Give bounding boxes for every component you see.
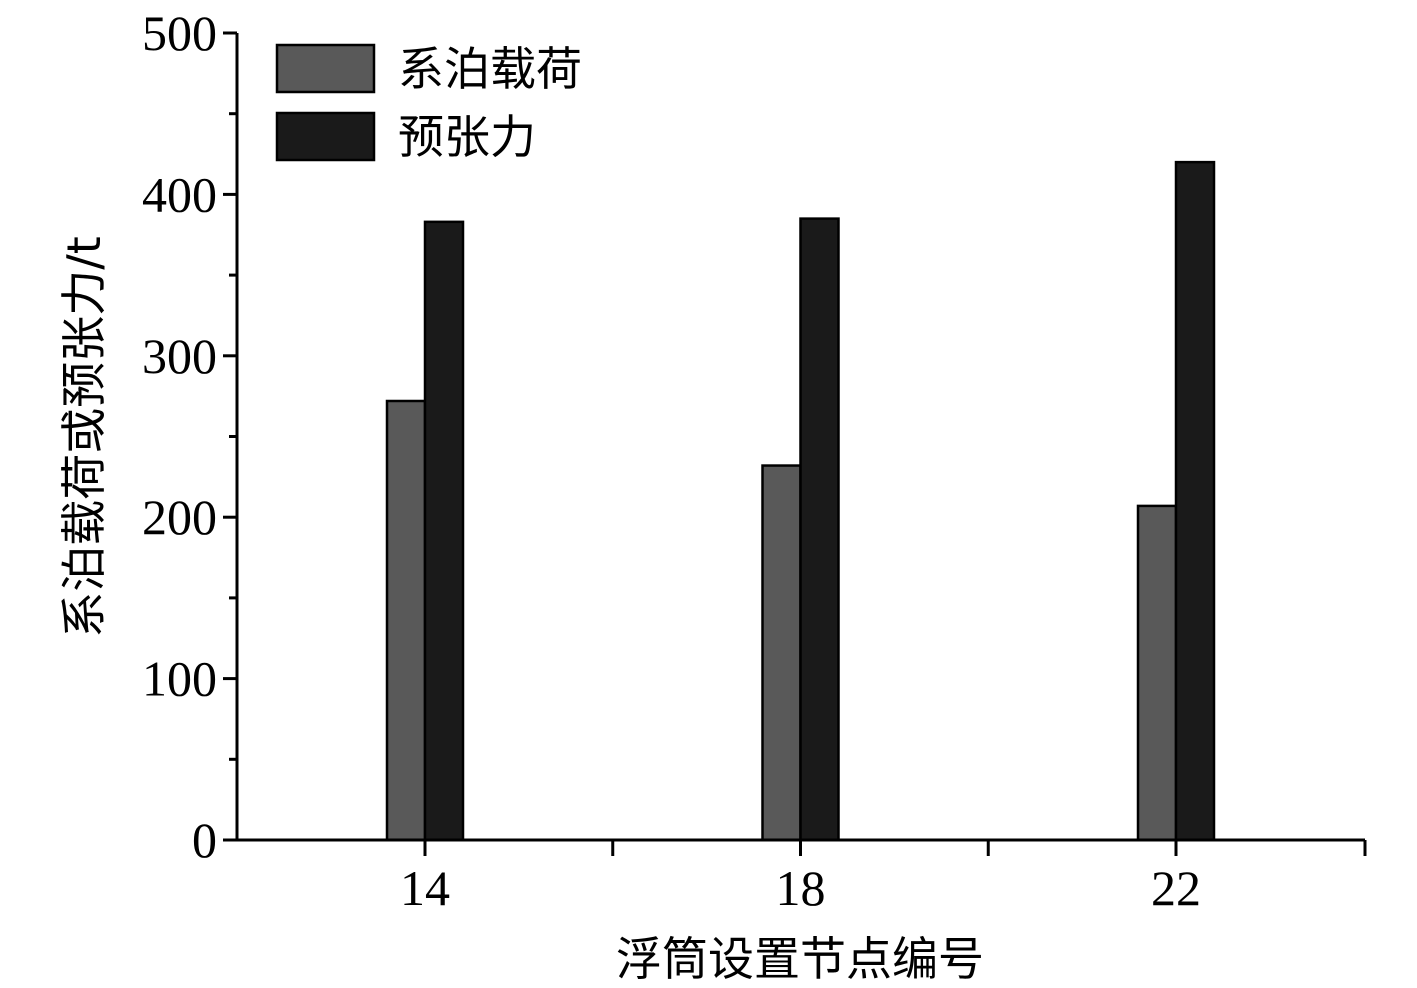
bars-layer [385, 160, 1216, 842]
y-tick-label: 0 [192, 812, 217, 868]
legend-swatch-pretension [275, 111, 376, 162]
bar-mooring-load-14 [385, 399, 427, 842]
legend-label-pretension: 预张力 [398, 110, 536, 164]
legend-label-mooring-load: 系泊载荷 [398, 42, 582, 96]
bar-mooring-load-18 [761, 464, 802, 842]
y-tick-label: 500 [142, 5, 217, 61]
y-tick-label: 200 [142, 489, 217, 545]
legend-swatch-mooring-load [275, 43, 376, 94]
x-tick-label-14: 14 [400, 860, 450, 916]
bar-pretension-14 [423, 220, 465, 842]
y-tick-label: 400 [142, 166, 217, 222]
axes-layer [223, 31, 1367, 856]
x-tick-label-22: 22 [1151, 860, 1201, 916]
bar-pretension-18 [799, 217, 840, 842]
y-tick-label: 100 [142, 651, 217, 707]
bar-mooring-load-22 [1136, 504, 1178, 842]
labels-layer: 0 100 200 300 400 500 14 18 22 浮筒设置节点编号 系泊载荷或预张力/t [57, 5, 1201, 986]
bar-pretension-22 [1174, 160, 1216, 842]
y-tick-label: 300 [142, 328, 217, 384]
x-tick-label-18: 18 [776, 860, 826, 916]
y-axis-title: 系泊载荷或预张力/t [57, 236, 111, 638]
x-axis-title: 浮筒设置节点编号 [616, 932, 984, 986]
